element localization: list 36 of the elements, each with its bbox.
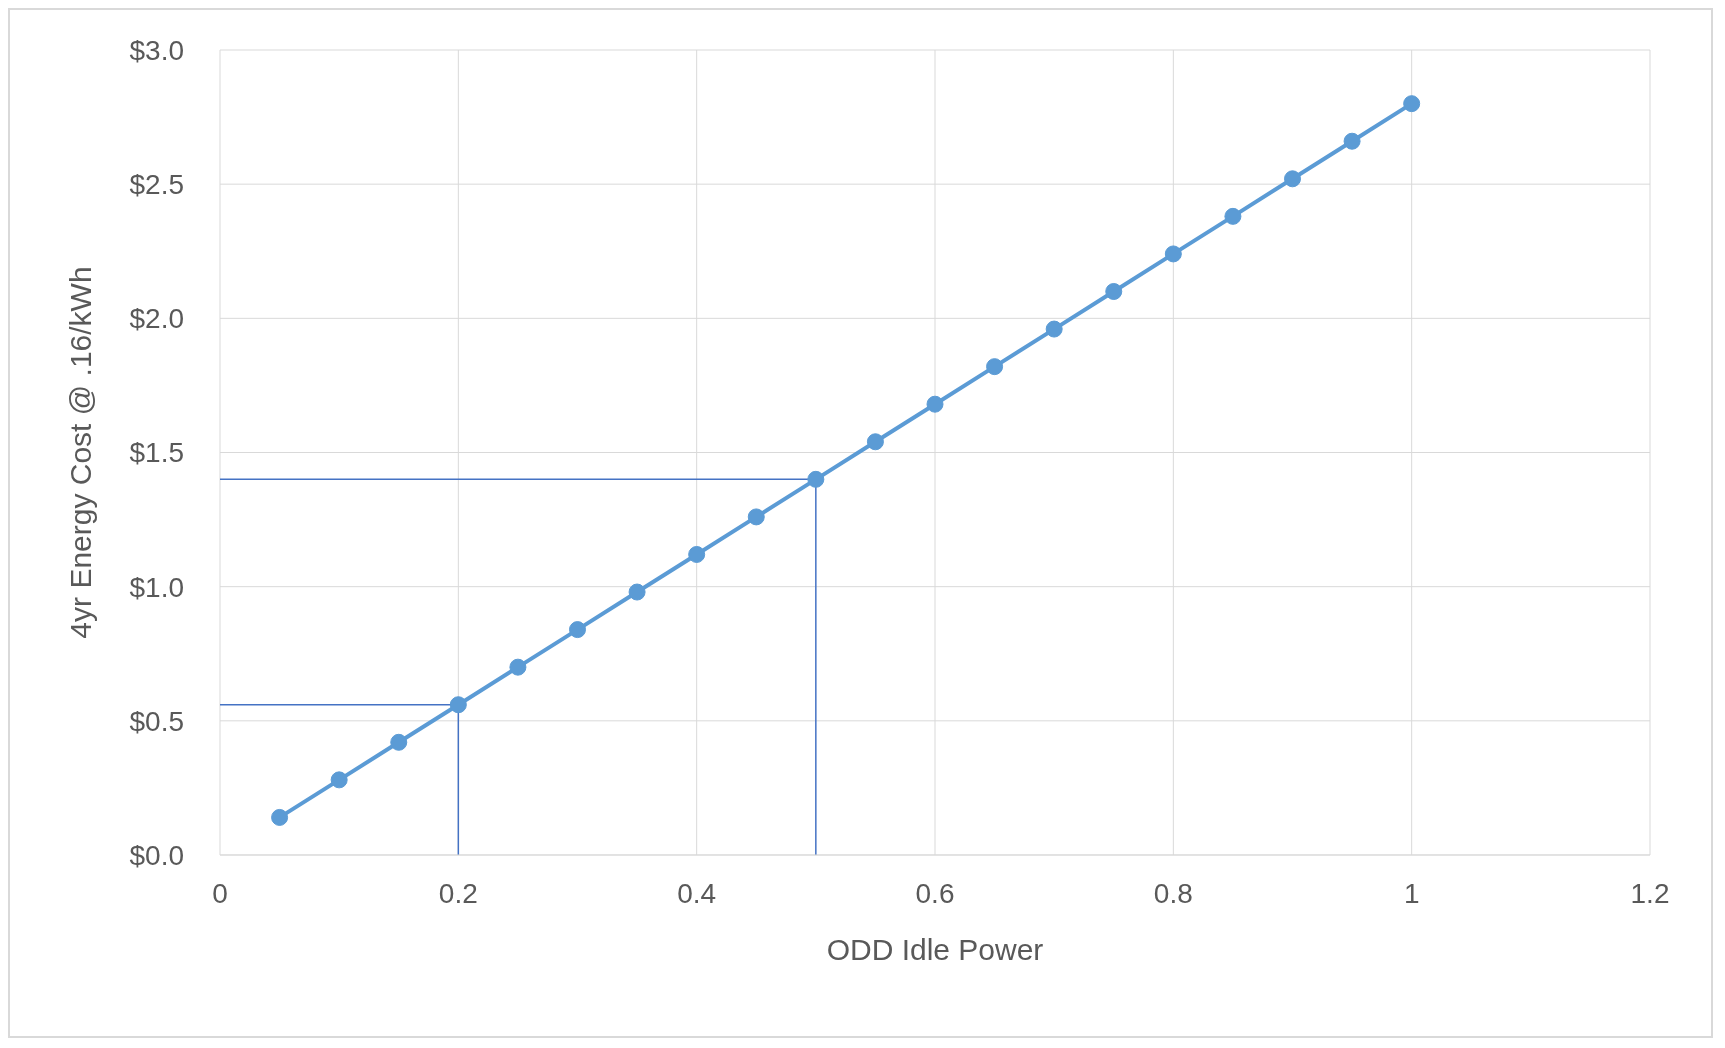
x-tick-label: 0: [212, 877, 228, 909]
y-tick-label: $2.0: [129, 303, 184, 335]
point: [1164, 245, 1182, 263]
point: [866, 433, 884, 451]
point: [628, 583, 646, 601]
point: [509, 658, 527, 676]
x-tick-label: 1.2: [1630, 877, 1670, 909]
point: [449, 696, 467, 714]
point: [330, 771, 348, 789]
x-tick-label: 1: [1403, 877, 1420, 909]
point: [569, 621, 586, 639]
point: [1343, 132, 1361, 150]
y-tick-label: $2.5: [129, 169, 184, 201]
x-tick-label: 0.6: [915, 877, 955, 909]
x-axis-title: ODD Idle Power: [826, 933, 1044, 966]
x-tick-label: 0.4: [677, 877, 717, 909]
y-tick-label: $3.0: [129, 34, 184, 66]
x-tick-label: 0.8: [1153, 877, 1193, 909]
y-tick-label: $0.0: [129, 839, 184, 871]
point: [986, 358, 1004, 376]
point: [688, 545, 706, 563]
y-tick-label: $1.0: [129, 571, 184, 603]
x-tick-label: 0.2: [438, 877, 478, 909]
point: [1105, 283, 1123, 300]
point: [1284, 170, 1301, 188]
y-axis-title: 4yr Energy Cost @ .16/kWh: [63, 266, 97, 639]
point: [926, 395, 944, 413]
point: [1403, 95, 1421, 113]
y-tick-label: $1.5: [129, 437, 184, 469]
point: [807, 470, 825, 488]
y-tick-label: $0.5: [129, 705, 184, 737]
point: [390, 733, 408, 751]
point: [1045, 320, 1063, 338]
point: [1224, 207, 1242, 225]
point: [271, 808, 289, 826]
point: [747, 508, 765, 526]
